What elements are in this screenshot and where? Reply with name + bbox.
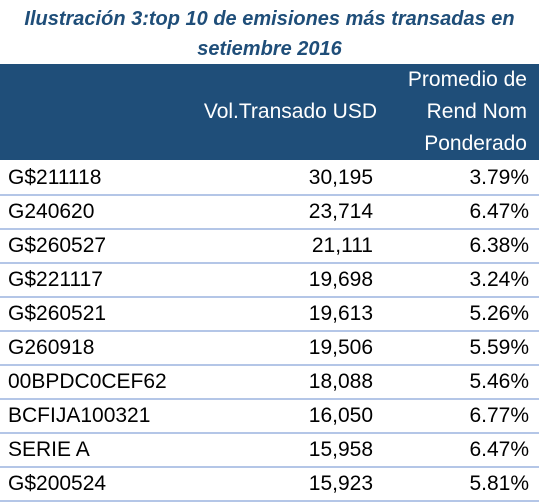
cell-vol-transado: 19,698: [308, 268, 373, 291]
cell-vol-transado: 15,958: [308, 438, 373, 461]
cell-vol-transado: 16,050: [308, 404, 373, 427]
table-body: G$211118 30,195 3.79% G240620 23,714 6.47% G$2…: [0, 162, 539, 502]
cell-emision: G$200524: [8, 472, 107, 495]
table-header: Vol.Transado USD Promedio de Rend Nom Po…: [0, 64, 539, 160]
cell-vol-transado: 19,506: [308, 336, 373, 359]
cell-emision: G$211118: [8, 166, 102, 189]
cell-rend-promedio: 5.46%: [469, 370, 529, 393]
caption-line-1: Ilustración 3:top 10 de emisiones más tr…: [24, 8, 515, 30]
header-promedio-line-1: Promedio de: [407, 68, 527, 91]
table-caption: Ilustración 3:top 10 de emisiones más tr…: [0, 4, 539, 64]
cell-rend-promedio: 5.81%: [469, 472, 529, 495]
cell-rend-promedio: 6.47%: [469, 200, 529, 223]
cell-emision: SERIE A: [8, 438, 90, 461]
cell-rend-promedio: 3.24%: [469, 268, 529, 291]
table-row: G$260521 19,613 5.26%: [0, 298, 539, 332]
table-row: 00BPDC0CEF62 18,088 5.46%: [0, 366, 539, 400]
cell-emision: G260918: [8, 336, 95, 359]
table-row: G260918 19,506 5.59%: [0, 332, 539, 366]
cell-vol-transado: 19,613: [308, 302, 373, 325]
cell-rend-promedio: 6.77%: [469, 404, 529, 427]
cell-vol-transado: 21,111: [311, 234, 373, 257]
cell-rend-promedio: 6.38%: [469, 234, 529, 257]
cell-rend-promedio: 3.79%: [469, 166, 529, 189]
cell-emision: G$260521: [8, 302, 107, 325]
cell-vol-transado: 15,923: [308, 472, 373, 495]
cell-emision: BCFIJA100321: [8, 404, 151, 427]
header-promedio-rend: Promedio de Rend Nom Ponderado: [367, 64, 527, 160]
cell-vol-transado: 23,714: [308, 200, 373, 223]
cell-rend-promedio: 5.26%: [469, 302, 529, 325]
cell-emision: G$260527: [8, 234, 107, 257]
table-row: G$260527 21,111 6.38%: [0, 230, 539, 264]
cell-emision: G240620: [8, 200, 95, 223]
table-row: SERIE A 15,958 6.47%: [0, 434, 539, 468]
header-vol-transado: Vol.Transado USD: [203, 100, 377, 123]
header-promedio-line-2: Rend Nom: [426, 100, 527, 123]
cell-rend-promedio: 5.59%: [469, 336, 529, 359]
cell-emision: 00BPDC0CEF62: [8, 370, 167, 393]
cell-rend-promedio: 6.47%: [469, 438, 529, 461]
caption-line-2: setiembre 2016: [197, 38, 342, 60]
table-row: G240620 23,714 6.47%: [0, 196, 539, 230]
cell-emision: G$221117: [8, 268, 103, 291]
table-row: G$200524 15,923 5.81%: [0, 468, 539, 502]
cell-vol-transado: 30,195: [308, 166, 373, 189]
cell-vol-transado: 18,088: [308, 370, 373, 393]
table-row: BCFIJA100321 16,050 6.77%: [0, 400, 539, 434]
header-promedio-line-3: Ponderado: [424, 132, 527, 155]
table-row: G$221117 19,698 3.24%: [0, 264, 539, 298]
table-row: G$211118 30,195 3.79%: [0, 162, 539, 196]
